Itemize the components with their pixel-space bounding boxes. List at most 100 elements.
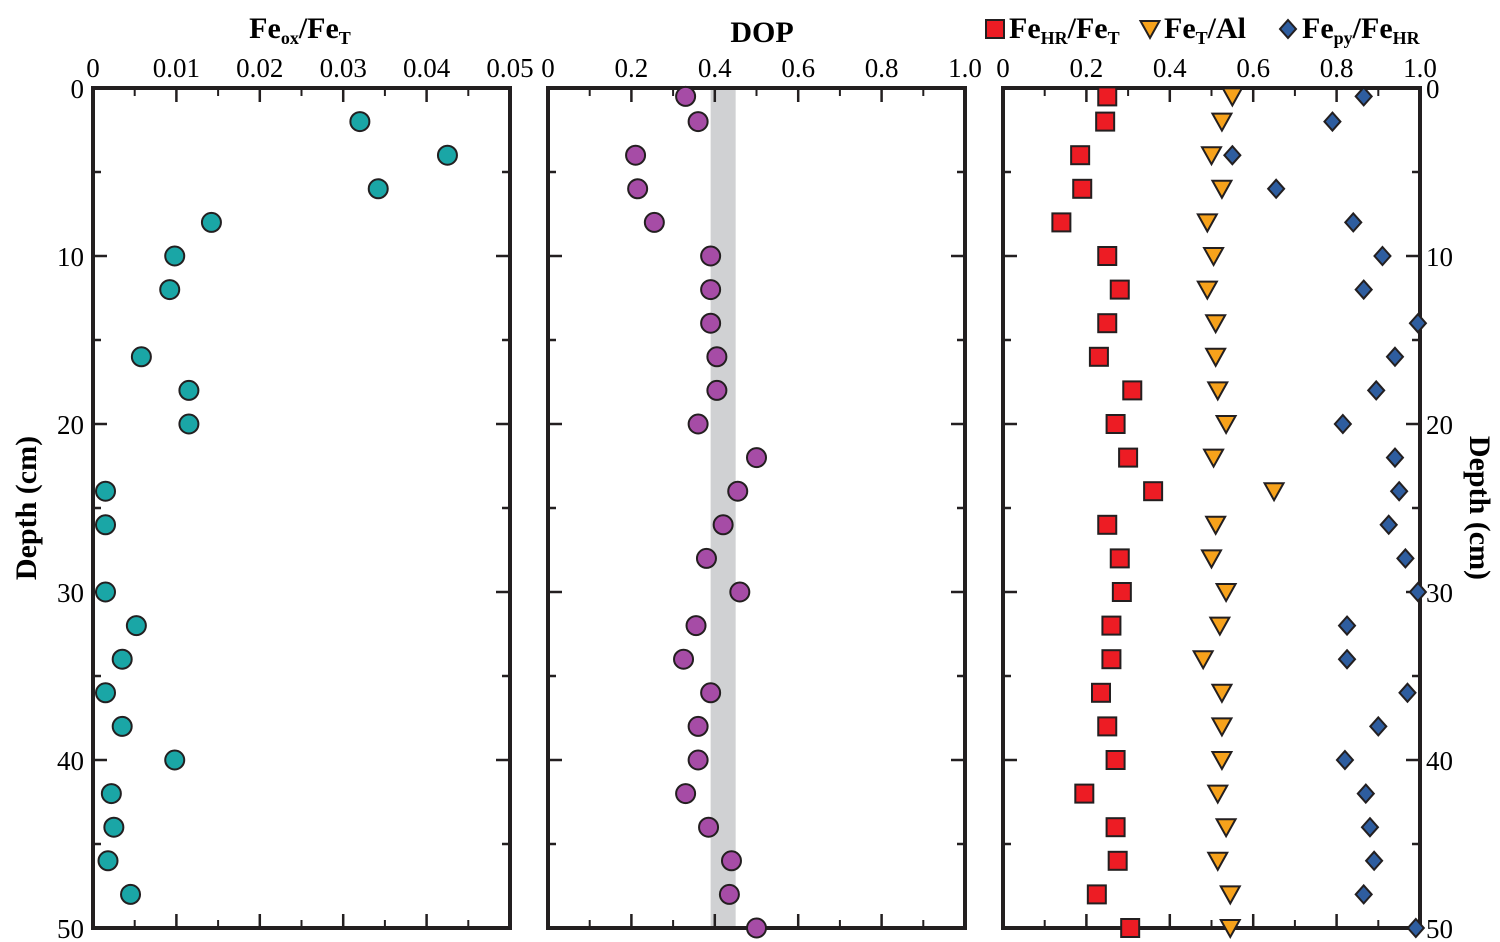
x-tick-label: 0.6 <box>1236 53 1270 83</box>
data-point <box>1138 20 1162 41</box>
data-point <box>673 648 695 670</box>
data-point <box>367 178 389 200</box>
x-tick-label: 0.01 <box>153 53 200 83</box>
y-axis-title-right: Depth (cm) <box>1463 436 1496 580</box>
data-point <box>727 480 749 502</box>
data-point <box>1354 85 1374 107</box>
data-point <box>125 615 147 637</box>
data-point <box>97 850 119 872</box>
y-tick-label-left: 0 <box>71 74 85 104</box>
data-point <box>1107 850 1128 871</box>
data-point <box>1266 178 1286 200</box>
data-point <box>1090 682 1111 703</box>
x-tick-label: 0.2 <box>1070 53 1104 83</box>
data-point <box>1373 245 1392 267</box>
x-tick-label: 0.4 <box>698 53 732 83</box>
data-point <box>1143 481 1164 502</box>
legend-item: FeHR/FeT <box>985 12 1120 48</box>
data-point <box>1210 683 1234 704</box>
y-tick-label-right: 40 <box>1426 746 1453 776</box>
y-tick-label-right: 0 <box>1426 74 1440 104</box>
data-point <box>95 514 117 536</box>
data-point <box>1204 515 1227 536</box>
y-tick-label-right: 20 <box>1426 410 1453 440</box>
x-tick-label: 1.0 <box>1403 53 1437 83</box>
data-point <box>1097 313 1118 334</box>
data-point <box>1097 246 1118 266</box>
data-point <box>1396 547 1415 569</box>
data-point <box>706 379 728 401</box>
data-point <box>164 749 186 771</box>
data-point <box>1210 112 1234 133</box>
data-point <box>1097 716 1118 737</box>
data-point <box>100 783 122 805</box>
panel-1: 0 0.01 0.02 0.03 0.04 0.05 <box>86 53 534 930</box>
data-point <box>746 447 767 469</box>
x-tick-label: 0.02 <box>236 53 283 83</box>
x-tick-label: 0 <box>996 53 1010 83</box>
data-point <box>687 749 709 771</box>
data-point <box>1118 447 1139 468</box>
data-point <box>1070 145 1091 166</box>
series-1 <box>625 85 767 939</box>
x-tick-label: 0.8 <box>1320 53 1354 83</box>
data-point <box>95 581 117 603</box>
data-point <box>436 144 458 166</box>
data-point <box>1101 615 1122 636</box>
data-point <box>178 413 200 435</box>
data-point <box>1105 750 1126 770</box>
data-point <box>1333 413 1353 435</box>
data-point <box>1379 514 1399 536</box>
data-point <box>1221 87 1244 108</box>
data-point <box>1210 751 1234 772</box>
data-point <box>675 85 697 107</box>
data-point <box>1385 447 1405 469</box>
data-point <box>1120 918 1141 938</box>
data-point <box>1262 482 1286 503</box>
data-point <box>1206 851 1229 872</box>
data-point <box>1196 280 1219 301</box>
data-point <box>700 312 722 334</box>
x-tick-label: 0.6 <box>781 53 815 83</box>
series-1 <box>95 111 458 905</box>
data-point <box>111 648 133 670</box>
data-point <box>1072 178 1093 199</box>
data-point <box>1101 649 1122 670</box>
data-point <box>712 514 734 536</box>
legend-label: FeT/Al <box>1164 12 1246 48</box>
data-point <box>120 883 142 905</box>
data-point <box>130 346 152 368</box>
shaded-band <box>710 88 736 928</box>
data-point <box>164 245 186 267</box>
data-point <box>1366 379 1386 401</box>
data-point <box>1105 414 1126 434</box>
x-tick-label: 0 <box>541 53 555 83</box>
data-point <box>687 413 709 435</box>
data-point <box>1219 919 1242 940</box>
x-tick-label: 0.2 <box>615 53 649 83</box>
x-tick-label: 0 <box>86 53 100 83</box>
y-tick-label-left: 50 <box>57 914 84 942</box>
y-tick-label-left: 10 <box>57 242 84 272</box>
data-point <box>1406 917 1426 939</box>
data-point <box>111 715 133 737</box>
data-point <box>1097 86 1118 107</box>
series-1 <box>1051 86 1164 938</box>
x-tick-label: 0.4 <box>1153 53 1187 83</box>
data-point <box>685 615 707 637</box>
legend-label: Fepy/FeHR <box>1302 12 1421 48</box>
data-point <box>1200 549 1223 570</box>
legend-label: FeHR/FeT <box>1009 12 1120 48</box>
data-point <box>687 715 709 737</box>
data-point <box>1214 583 1238 604</box>
data-point <box>1111 582 1132 602</box>
legend-item: Fepy/FeHR <box>1278 12 1421 48</box>
x-tick-label: 0.03 <box>320 53 367 83</box>
data-point <box>1278 18 1298 40</box>
data-point <box>746 917 767 939</box>
data-point <box>1408 312 1428 334</box>
legend-item: FeT/Al <box>1138 12 1246 48</box>
data-point <box>1408 581 1428 603</box>
data-point <box>1051 212 1072 233</box>
